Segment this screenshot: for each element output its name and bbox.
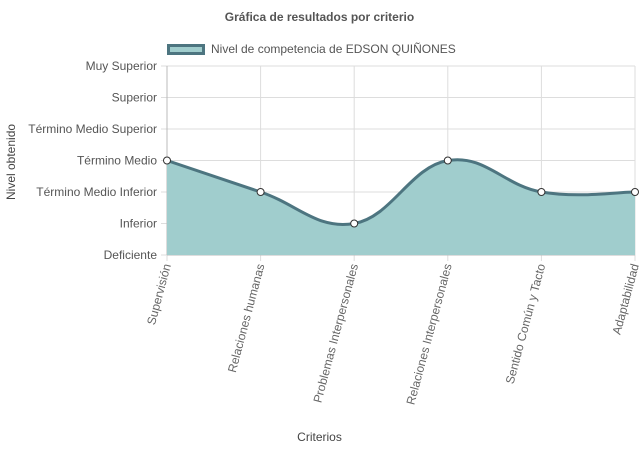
y-tick-label: Deficiente <box>104 248 158 262</box>
x-tick-label: Supervisión <box>144 262 174 326</box>
x-tick-label: Sentido Común y Tacto <box>503 262 549 386</box>
data-point <box>256 188 265 196</box>
y-tick-label: Término Medio Superior <box>28 122 157 136</box>
y-tick-label: Inferior <box>120 217 157 231</box>
data-point <box>537 188 546 196</box>
legend-label: Nivel de competencia de EDSON QUIÑONES <box>211 42 456 56</box>
x-tick-label: Relaciones Interpersonales <box>404 262 455 406</box>
data-point <box>443 156 452 165</box>
data-point <box>163 156 171 165</box>
chart-title: Gráfica de resultados por criterio <box>224 10 415 24</box>
x-tick-label: Relaciones humanas <box>225 262 268 374</box>
x-axis-label: Criterios <box>297 430 342 444</box>
x-tick-label: Problemas Interpersonales <box>310 262 361 404</box>
legend[interactable]: Nivel de competencia de EDSON QUIÑONES <box>167 42 456 56</box>
legend-swatch <box>167 43 205 55</box>
y-tick-label: Muy Superior <box>86 59 157 73</box>
y-tick-label: Término Medio <box>77 154 157 168</box>
y-tick-label: Término Medio Inferior <box>36 185 157 199</box>
series-area <box>167 159 635 255</box>
x-tick-label: Adaptabilidad <box>610 262 639 336</box>
y-tick-label: Superior <box>112 91 157 105</box>
data-point <box>350 219 359 228</box>
data-point <box>631 188 639 196</box>
